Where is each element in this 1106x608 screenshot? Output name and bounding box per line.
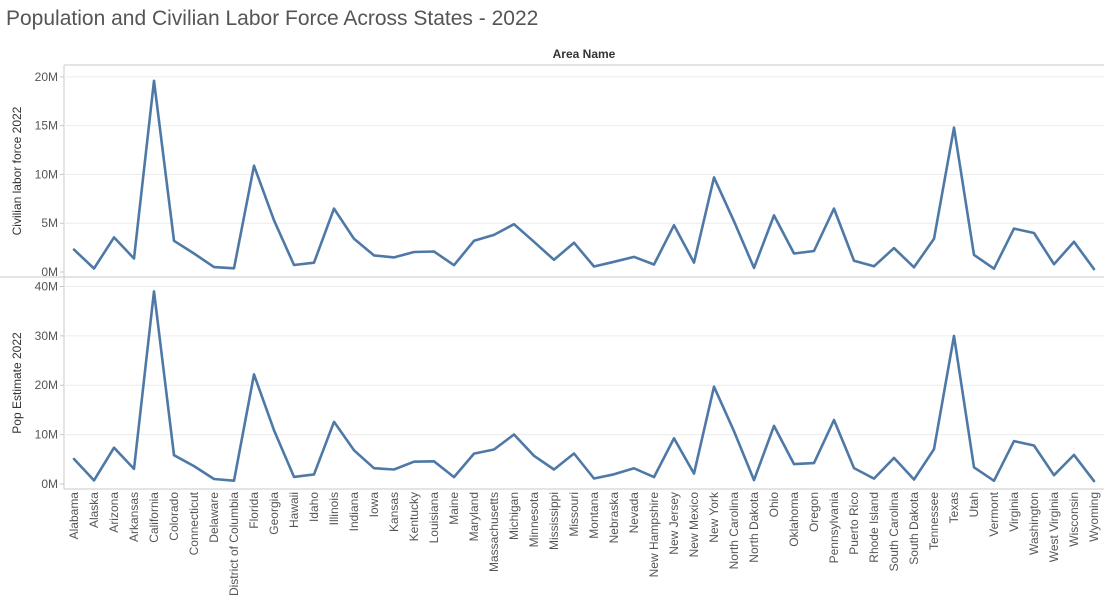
x-tick-label: Connecticut	[187, 491, 201, 555]
series-line	[72, 290, 1096, 483]
x-tick-label: Wisconsin	[1067, 492, 1081, 547]
x-tick-label: Arizona	[107, 492, 121, 533]
x-tick-label: South Carolina	[887, 492, 901, 572]
x-tick-label: Kansas	[387, 492, 401, 532]
x-axis-labels: Alabama Alaska Arizona Arkansas California Co…	[67, 491, 1101, 596]
x-tick-label: Arkansas	[127, 492, 141, 542]
x-tick-label: West Virginia	[1047, 492, 1061, 563]
chart-title: Population and Civilian Labor Force Acro…	[6, 7, 539, 30]
x-tick-label: Maine	[447, 492, 461, 525]
x-tick-label: New Jersey	[667, 492, 681, 555]
x-tick-label: Louisiana	[427, 492, 441, 544]
x-tick-label: South Dakota	[907, 492, 921, 565]
x-tick-label: Nebraska	[607, 492, 621, 544]
x-tick-label: Virginia	[1007, 492, 1021, 532]
x-tick-label: Missouri	[567, 492, 581, 537]
x-tick-label: Utah	[967, 492, 981, 517]
x-tick-label: Iowa	[367, 492, 381, 518]
x-tick-label: Wyoming	[1087, 492, 1101, 542]
x-tick-label: Tennessee	[927, 492, 941, 550]
y-tick-label: 0M	[41, 477, 58, 491]
series-line	[72, 79, 1096, 271]
x-tick-label: Colorado	[167, 492, 181, 541]
x-tick-label: Ohio	[767, 492, 781, 518]
x-tick-label: Alaska	[87, 492, 101, 528]
y-tick-label: 10M	[35, 167, 58, 181]
x-tick-label: Idaho	[307, 492, 321, 522]
y-tick-label: 5M	[41, 216, 58, 230]
x-tick-label: Puerto Rico	[847, 492, 861, 555]
x-tick-label: Massachusetts	[487, 492, 501, 572]
x-tick-label: New York	[707, 491, 721, 543]
x-tick-label: Florida	[247, 492, 261, 529]
y-axis-title: Civilian labor force 2022	[10, 106, 24, 235]
x-tick-label: Delaware	[207, 492, 221, 543]
y-tick-label: 15M	[35, 119, 58, 133]
y-tick-label: 20M	[35, 70, 58, 84]
x-tick-label: Alabama	[67, 492, 81, 540]
panel-2: 0M 10M 20M 30M 40M Pop Estimate 2022	[10, 279, 1104, 491]
panel-1: 0M 5M 10M 15M 20M Civilian labor force 2022	[10, 70, 1104, 279]
x-tick-label: Nevada	[627, 492, 641, 534]
y-tick-label: 40M	[35, 279, 58, 293]
y-axis-title: Pop Estimate 2022	[10, 332, 24, 434]
x-tick-label: North Carolina	[727, 492, 741, 570]
x-tick-label: District of Columbia	[227, 492, 241, 596]
x-tick-label: Michigan	[507, 492, 521, 540]
x-tick-label: New Mexico	[687, 492, 701, 558]
x-tick-label: Kentucky	[407, 492, 421, 541]
x-tick-label: Vermont	[987, 491, 1001, 536]
y-tick-label: 0M	[41, 265, 58, 279]
x-tick-label: Oregon	[807, 492, 821, 532]
y-tick-label: 30M	[35, 329, 58, 343]
x-tick-label: Texas	[947, 492, 961, 523]
x-tick-label: Montana	[587, 492, 601, 539]
x-tick-label: New Hampshire	[647, 492, 661, 578]
x-tick-label: Hawaii	[287, 492, 301, 528]
column-header: Area Name	[553, 47, 616, 61]
x-tick-label: Pennsylvania	[827, 492, 841, 564]
x-tick-label: Washington	[1027, 492, 1041, 555]
x-tick-label: Oklahoma	[787, 492, 801, 547]
x-tick-label: Minnesota	[527, 492, 541, 548]
y-tick-label: 20M	[35, 378, 58, 392]
x-tick-label: Illinois	[327, 492, 341, 525]
x-tick-label: California	[147, 492, 161, 543]
x-tick-label: Georgia	[267, 492, 281, 535]
x-tick-label: North Dakota	[747, 492, 761, 563]
y-tick-label: 10M	[35, 428, 58, 442]
x-tick-label: Indiana	[347, 492, 361, 532]
x-tick-label: Maryland	[467, 492, 481, 541]
x-tick-label: Rhode Island	[867, 492, 881, 563]
x-tick-label: Mississippi	[547, 492, 561, 550]
